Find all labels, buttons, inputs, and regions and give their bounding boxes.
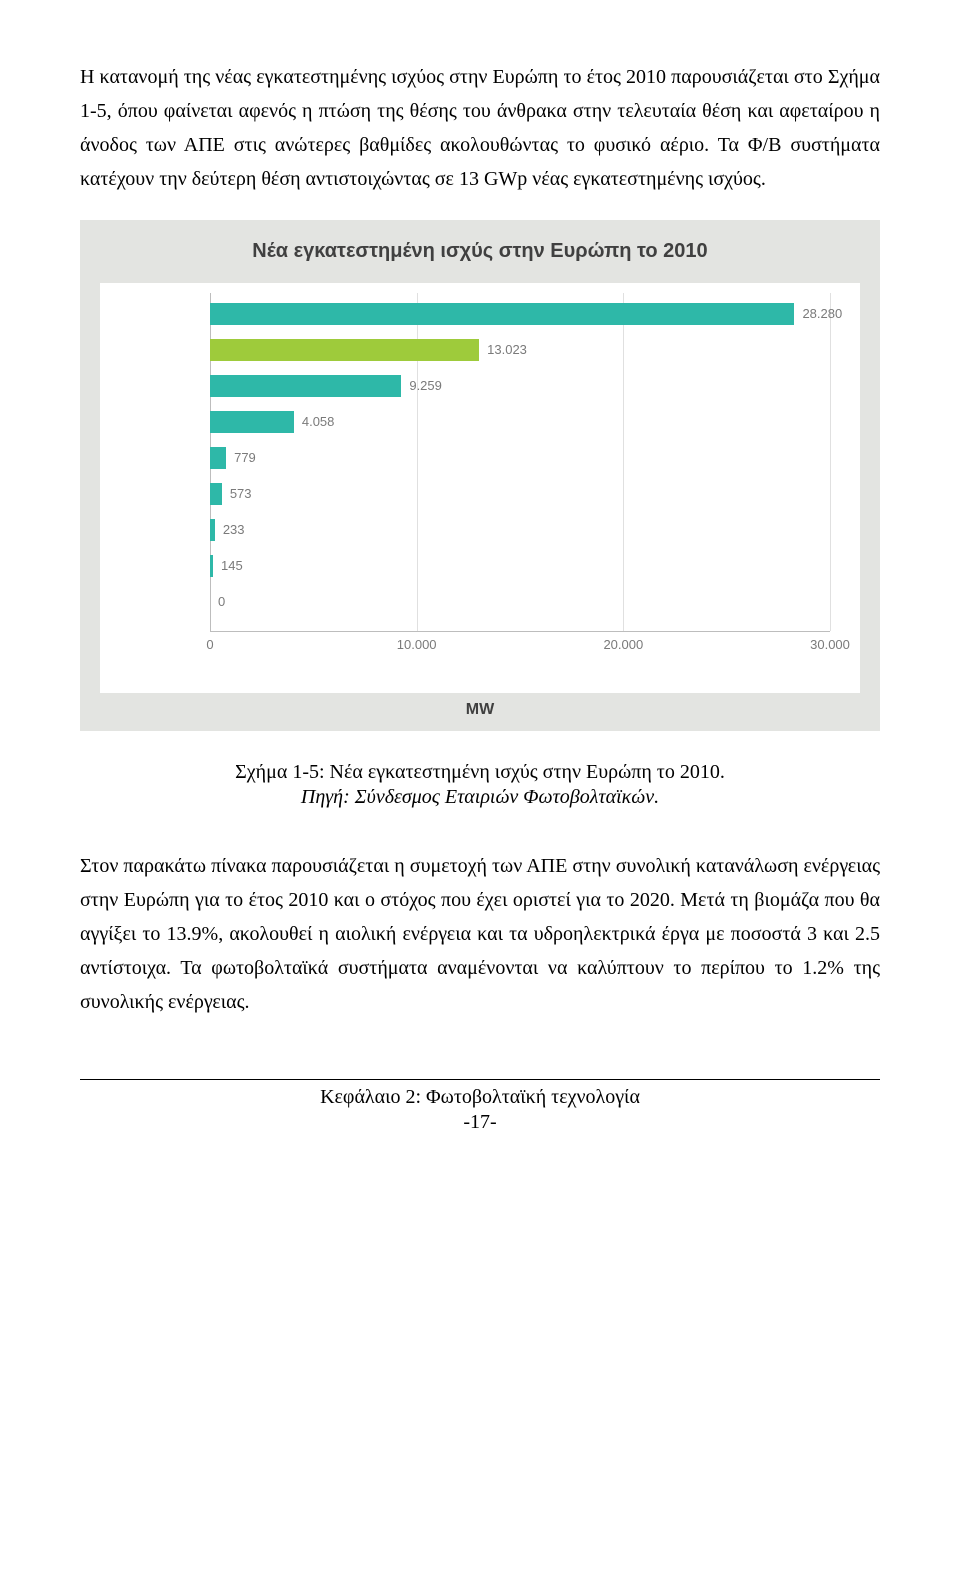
page-number: -17- bbox=[80, 1111, 880, 1134]
chart-bar bbox=[210, 411, 294, 433]
chart-category-label: Πετρέλαιο bbox=[100, 589, 200, 615]
chart-value-label: 13.023 bbox=[479, 337, 527, 363]
chart-x-axis bbox=[210, 631, 830, 632]
chart-bar-row: Αιολικά9.259 bbox=[210, 373, 830, 399]
chart-category-label: Πυρηνικά bbox=[100, 553, 200, 579]
paragraph-body: Στον παρακάτω πίνακα παρουσιάζεται η συμ… bbox=[80, 849, 880, 1019]
chart-container: Νέα εγκατεστημένη ισχύς στην Ευρώπη το 2… bbox=[80, 220, 880, 731]
paragraph-intro: Η κατανομή της νέας εγκατεστημένης ισχύο… bbox=[80, 60, 880, 196]
footer-chapter: Κεφάλαιο 2: Φωτοβολταϊκή τεχνολογία bbox=[80, 1086, 880, 1109]
chart-plot-area: Αέριο28.280Φωτοβολταϊκά13.023Αιολικά9.25… bbox=[100, 283, 860, 693]
chart-bar-row: Βιομάζα573 bbox=[210, 481, 830, 507]
chart-value-label: 0 bbox=[210, 589, 225, 615]
chart-category-label: Υδροηλεκτρικά bbox=[100, 517, 200, 543]
chart-gridline bbox=[830, 293, 831, 631]
chart-category-label: Αιολικά bbox=[100, 373, 200, 399]
chart-x-tick-label: 20.000 bbox=[603, 637, 643, 652]
chart-bar-row: Αέριο28.280 bbox=[210, 301, 830, 327]
chart-bar-row: Φωτοβολταϊκά13.023 bbox=[210, 337, 830, 363]
chart-category-label: Βιομάζα bbox=[100, 481, 200, 507]
chart-value-label: 233 bbox=[215, 517, 245, 543]
chart-value-label: 28.280 bbox=[794, 301, 842, 327]
chart-value-label: 4.058 bbox=[294, 409, 335, 435]
chart-bar bbox=[210, 375, 401, 397]
chart-bar-row: Άνθρακας4.058 bbox=[210, 409, 830, 435]
figure-caption: Σχήμα 1-5: Νέα εγκατεστημένη ισχύς στην … bbox=[80, 761, 880, 784]
chart-bar bbox=[210, 483, 222, 505]
chart-x-label: MW bbox=[100, 693, 860, 719]
chart-bar-row: Υδροηλεκτρικά233 bbox=[210, 517, 830, 543]
chart-x-tick-label: 30.000 bbox=[810, 637, 850, 652]
chart-value-label: 9.259 bbox=[401, 373, 442, 399]
chart-bar-row: Πυρηνικά145 bbox=[210, 553, 830, 579]
chart-bars: Αέριο28.280 Φωτοβολταϊκά13.023 Αιολικά9.25… bbox=[210, 293, 830, 623]
chart-value-label: 779 bbox=[226, 445, 256, 471]
figure-source: Πηγή: Σύνδεσμος Εταιριών Φωτοβολταϊκών. bbox=[80, 786, 880, 809]
chart-category-label: Φωτοβολταϊκά bbox=[100, 337, 200, 363]
chart-value-label: 145 bbox=[213, 553, 243, 579]
chart-value-label: 573 bbox=[222, 481, 252, 507]
chart-x-ticks: 010.00020.00030.000 bbox=[210, 635, 830, 655]
chart-category-label: Άνθρακας bbox=[100, 409, 200, 435]
chart-bar bbox=[210, 339, 479, 361]
chart-title: Νέα εγκατεστημένη ισχύς στην Ευρώπη το 2… bbox=[100, 240, 860, 263]
footer-divider bbox=[80, 1079, 880, 1080]
chart-category-label: Αέριο bbox=[100, 301, 200, 327]
chart-x-tick-label: 10.000 bbox=[397, 637, 437, 652]
chart-x-tick-label: 0 bbox=[206, 637, 213, 652]
chart-bar bbox=[210, 447, 226, 469]
chart-category-label: Άλλα bbox=[100, 445, 200, 471]
chart-bar bbox=[210, 303, 794, 325]
chart-bar-row: Άλλα779 bbox=[210, 445, 830, 471]
chart-bar-row: Πετρέλαιο0 bbox=[210, 589, 830, 615]
